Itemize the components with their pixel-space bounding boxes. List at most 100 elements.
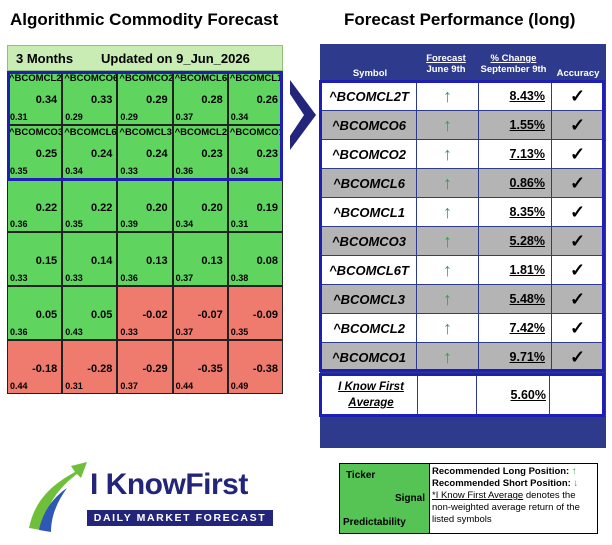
- cell-predictability: 0.31: [230, 219, 249, 230]
- heatmap-cell: -0.09 0.35: [227, 286, 283, 340]
- chevron-right-icon: [290, 80, 316, 150]
- table-row: ^BCOMCO3 ↑ 5.28% ✓: [322, 227, 604, 255]
- heatmap-cell: ^BCOMCL3 0.24 0.33: [117, 124, 173, 179]
- green-up-arrow-icon: ↑: [417, 111, 479, 139]
- legend-text: Recommended Long Position: ↑ Recommended…: [432, 466, 596, 526]
- heatmap-cell: -0.29 0.37: [117, 340, 173, 394]
- row-symbol: ^BCOMCO2: [322, 140, 417, 168]
- heatmap-cell: 0.13 0.36: [117, 232, 173, 287]
- legend-average-link: *I Know First Average: [432, 490, 524, 501]
- cell-predictability: 0.34: [65, 165, 83, 176]
- average-label-line2: Average: [348, 397, 394, 409]
- cell-predictability: 0.35: [10, 165, 28, 176]
- cell-symbol: ^BCOMCL2: [174, 126, 228, 138]
- cell-signal: -0.02: [142, 309, 168, 322]
- heatmap-cell: 0.05 0.36: [7, 286, 63, 340]
- row-change: 8.35%: [479, 198, 552, 226]
- row-change: 5.28%: [479, 227, 552, 255]
- row-symbol: ^BCOMCL1: [322, 198, 417, 226]
- cell-symbol: ^BCOMCO1: [229, 126, 283, 138]
- cell-signal: 0.19: [256, 201, 278, 214]
- cell-signal: 0.24: [146, 147, 168, 160]
- average-label-line1: I Know First: [338, 381, 404, 393]
- cell-signal: -0.09: [252, 309, 278, 322]
- cell-signal: 0.34: [35, 94, 58, 106]
- green-up-arrow-icon: ↑: [417, 314, 479, 342]
- checkmark-icon: ✓: [552, 82, 604, 110]
- cell-signal: -0.07: [197, 309, 223, 322]
- legend-long-label: Recommended Long Position:: [432, 466, 570, 477]
- heatmap-cell: 0.14 0.33: [62, 232, 118, 287]
- legend-signal: Signal: [394, 493, 425, 504]
- checkmark-icon: ✓: [552, 285, 604, 313]
- cell-predictability: 0.39: [120, 219, 138, 230]
- legend-average-note: denotes the non-weighted average return …: [432, 490, 580, 525]
- red-down-arrow-icon: ↓: [573, 478, 579, 489]
- cell-predictability: 0.43: [65, 326, 83, 337]
- cell-predictability: 0.29: [65, 111, 83, 122]
- table-row: ^BCOMCL2T ↑ 8.43% ✓: [322, 82, 604, 110]
- cell-signal: 0.20: [146, 201, 168, 214]
- heatmap-cell: 0.05 0.43: [62, 286, 118, 340]
- cell-signal: 0.15: [35, 255, 58, 268]
- cell-predictability: 0.37: [175, 273, 194, 284]
- green-up-arrow-icon: ↑: [417, 198, 479, 226]
- table-row: ^BCOMCL2 ↑ 7.42% ✓: [322, 314, 604, 342]
- green-up-arrow-icon: ↑: [417, 140, 479, 168]
- table-row: ^BCOMCL6 ↑ 0.86% ✓: [322, 169, 604, 197]
- cell-predictability: 0.34: [230, 165, 249, 176]
- row-symbol: ^BCOMCL6: [322, 169, 417, 197]
- heatmap-cell: 0.19 0.31: [227, 178, 283, 233]
- table-row: ^BCOMCO1 ↑ 9.71% ✓: [322, 343, 604, 371]
- row-symbol: ^BCOMCL2: [322, 314, 417, 342]
- row-symbol: ^BCOMCO1: [322, 343, 417, 371]
- cell-symbol: ^BCOMCL6: [174, 73, 228, 84]
- heatmap-cell: ^BCOMCO1 0.23 0.34: [227, 124, 283, 179]
- cell-signal: 0.13: [146, 255, 168, 268]
- cell-signal: -0.29: [142, 363, 168, 375]
- cell-predictability: 0.33: [120, 326, 138, 337]
- cell-signal: 0.33: [90, 94, 113, 106]
- logo: I KnowFirst DAILY MARKET FORECAST: [25, 458, 275, 538]
- legend-ticker: Ticker: [346, 470, 376, 481]
- header-forecast-bottom: June 9th: [426, 64, 466, 75]
- cell-predictability: 0.44: [10, 380, 28, 391]
- cell-predictability: 0.35: [65, 219, 83, 230]
- heatmap-cell: -0.07 0.37: [172, 286, 228, 340]
- header-symbol: Symbol: [352, 68, 388, 79]
- heatmap-cell: 0.20 0.39: [117, 178, 173, 233]
- period-label: 3 Months: [16, 50, 74, 66]
- cell-signal: 0.22: [35, 201, 58, 214]
- heatmap-cell: 0.08 0.38: [227, 232, 283, 287]
- table-row: ^BCOMCL1 ↑ 8.35% ✓: [322, 198, 604, 226]
- heatmap-cell: ^BCOMCL6T 0.24 0.34: [62, 124, 118, 179]
- legend-sample-cell: Ticker Signal Predictability: [340, 464, 430, 533]
- cell-symbol: ^BCOMCL3: [119, 126, 172, 138]
- cell-symbol: ^BCOMCL1: [229, 73, 283, 84]
- cell-predictability: 0.31: [10, 111, 28, 122]
- row-symbol: ^BCOMCO3: [322, 227, 417, 255]
- cell-signal: -0.28: [87, 363, 113, 375]
- right-title: Forecast Performance (long): [344, 10, 576, 29]
- cell-signal: 0.05: [90, 309, 113, 322]
- cell-predictability: 0.29: [120, 111, 138, 122]
- cell-signal: 0.26: [256, 94, 278, 106]
- heatmap-cell: -0.28 0.31: [62, 340, 118, 394]
- cell-predictability: 0.37: [120, 380, 138, 391]
- checkmark-icon: ✓: [552, 314, 604, 342]
- cell-signal: 0.08: [256, 255, 278, 268]
- heatmap-cell: ^BCOMCL2 0.23 0.36: [172, 124, 228, 179]
- heatmap-cell: -0.02 0.33: [117, 286, 173, 340]
- green-up-arrow-icon: ↑: [417, 227, 479, 255]
- cell-predictability: 0.33: [65, 273, 83, 284]
- heatmap-cell: ^BCOMCL1 0.26 0.34: [227, 71, 283, 125]
- row-change: 1.81%: [479, 256, 552, 284]
- header-change-bottom: September 9th: [480, 64, 547, 75]
- cell-symbol: ^BCOMCO2: [119, 73, 173, 84]
- average-value: 5.60%: [510, 388, 546, 402]
- cell-signal: 0.28: [201, 94, 223, 106]
- row-change: 8.43%: [479, 82, 552, 110]
- row-change: 7.13%: [479, 140, 552, 168]
- row-symbol: ^BCOMCL3: [322, 285, 417, 313]
- logo-arrow-icon: [29, 462, 87, 532]
